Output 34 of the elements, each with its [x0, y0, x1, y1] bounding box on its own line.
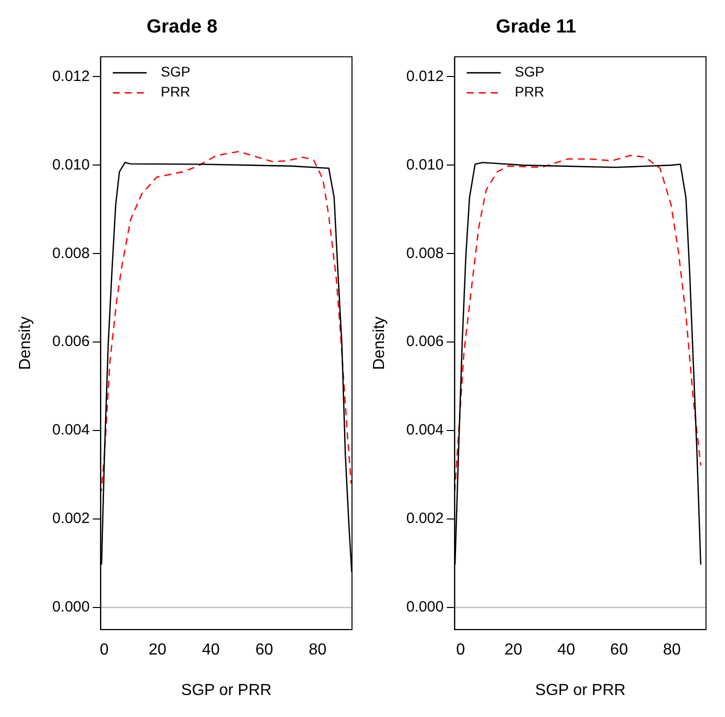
x-tick-label: 40 [202, 642, 220, 659]
x-tick-label: 0 [456, 642, 466, 659]
x-axis-title: SGP or PRR [181, 682, 272, 699]
y-tick-label: 0.004 [406, 422, 444, 439]
y-tick-label: 0.002 [406, 510, 444, 528]
legend-label: SGP [160, 64, 190, 80]
y-tick-label: 0.006 [406, 333, 444, 350]
x-tick-label: 0 [100, 642, 109, 659]
legend-label: SGP [514, 64, 544, 80]
x-tick-label: 80 [663, 642, 681, 659]
x-tick-label: 60 [255, 642, 274, 659]
x-axis-title: SGP or PRR [535, 682, 626, 699]
y-tick-label: 0.004 [52, 422, 90, 439]
y-tick-label: 0.012 [52, 68, 90, 85]
y-tick-label: 0.000 [52, 598, 90, 616]
y-axis-title: Density [371, 316, 388, 370]
y-tick-label: 0.008 [406, 244, 444, 262]
chart-title: Grade 8 [146, 16, 218, 38]
x-tick-label: 40 [557, 642, 576, 659]
y-axis-title: Density [17, 316, 34, 370]
y-tick-label: 0.000 [406, 598, 444, 616]
x-tick-label: 60 [610, 642, 628, 659]
legend-label: PRR [160, 84, 190, 100]
y-tick-label: 0.010 [52, 156, 90, 174]
legend-label: PRR [514, 84, 544, 100]
y-tick-label: 0.008 [52, 244, 90, 262]
y-tick-label: 0.012 [406, 68, 444, 85]
y-tick-label: 0.006 [52, 333, 90, 350]
y-tick-label: 0.010 [406, 156, 444, 174]
y-tick-label: 0.002 [52, 510, 90, 528]
x-tick-label: 20 [148, 642, 167, 659]
chart-title: Grade 11 [496, 16, 577, 38]
x-tick-label: 80 [308, 642, 327, 659]
x-tick-label: 20 [504, 642, 522, 659]
